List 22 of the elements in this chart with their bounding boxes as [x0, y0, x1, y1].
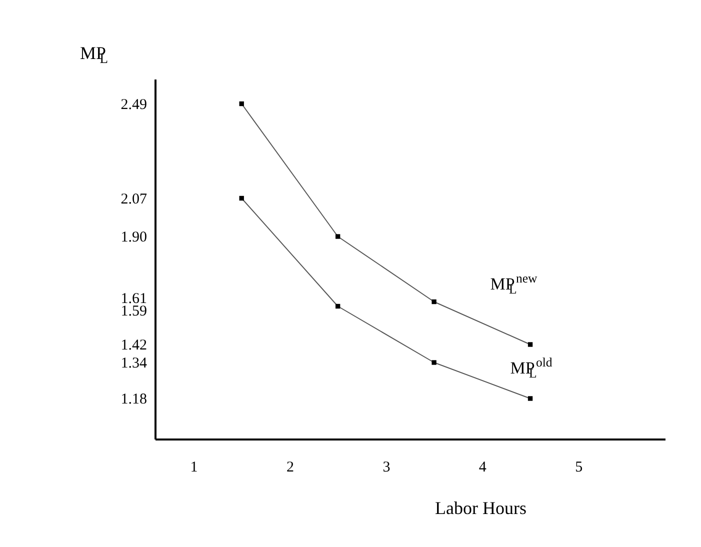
point: [239, 196, 244, 201]
point: [335, 234, 340, 239]
x-tick-label: 4: [478, 460, 487, 476]
point: [239, 101, 244, 106]
y-tick-label: 1.34: [120, 356, 148, 372]
series-label: MPLnew: [490, 272, 538, 296]
y-tick-label: 2.07: [120, 191, 148, 208]
point: [432, 360, 436, 365]
x-tick-label: 1: [190, 460, 198, 476]
y-tick-label: 2.49: [120, 96, 147, 113]
y-tick-label: 1.90: [120, 230, 147, 246]
x-axis-title: Labor Hours: [435, 498, 526, 518]
point: [528, 396, 533, 401]
series-label: MPLold: [510, 356, 553, 380]
point: [528, 342, 533, 347]
x-tick-label: 2: [286, 460, 294, 476]
x-tick-label: 5: [575, 460, 583, 476]
y-tick-label: 1.42: [120, 338, 147, 354]
point: [432, 299, 436, 304]
y-tick-label: 1.18: [120, 392, 147, 408]
point: [335, 304, 340, 309]
x-tick-label: 3: [382, 460, 390, 476]
